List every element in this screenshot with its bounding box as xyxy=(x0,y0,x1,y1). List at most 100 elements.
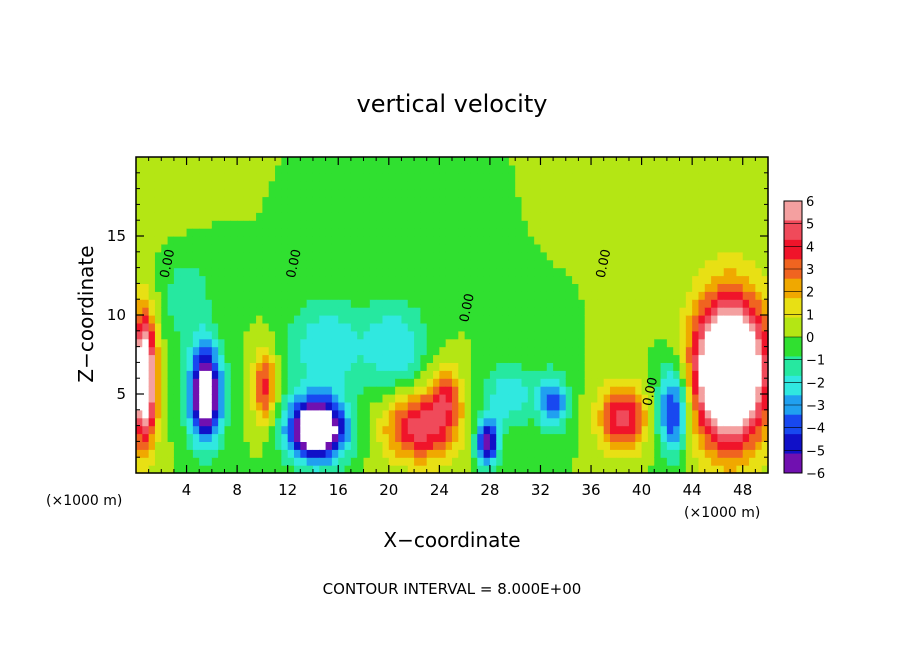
heatmap-cell xyxy=(654,409,662,419)
heatmap-cell xyxy=(192,212,200,221)
heatmap-cell xyxy=(262,283,270,292)
heatmap-cell xyxy=(338,338,346,348)
heatmap-cell xyxy=(654,267,662,277)
heatmap-cell xyxy=(180,425,188,435)
heatmap-cell xyxy=(635,275,643,284)
heatmap-cell xyxy=(673,236,681,245)
heatmap-cell xyxy=(369,401,377,411)
heatmap-cell xyxy=(294,322,301,332)
heatmap-cell xyxy=(230,433,238,442)
heatmap-cell xyxy=(489,330,497,340)
heatmap-cell xyxy=(742,346,750,356)
heatmap-cell xyxy=(761,441,769,450)
heatmap-cell xyxy=(559,465,567,474)
heatmap-cell xyxy=(660,386,668,395)
heatmap-cell xyxy=(704,251,712,261)
heatmap-cell xyxy=(578,465,586,474)
heatmap-cell xyxy=(452,267,459,277)
heatmap-cell xyxy=(534,457,542,466)
heatmap-cell xyxy=(199,378,207,387)
heatmap-cell xyxy=(180,283,188,292)
heatmap-cell xyxy=(344,291,352,300)
heatmap-cell xyxy=(546,283,554,292)
heatmap-cell xyxy=(578,433,586,442)
heatmap-cell xyxy=(148,164,156,174)
heatmap-cell xyxy=(654,441,662,450)
heatmap-cell xyxy=(186,449,194,458)
heatmap-cell xyxy=(300,243,308,253)
heatmap-cell xyxy=(730,157,737,166)
heatmap-cell xyxy=(635,330,643,340)
heatmap-cell xyxy=(395,338,403,348)
heatmap-cell xyxy=(515,394,523,403)
heatmap-cell xyxy=(660,172,668,182)
heatmap-cell xyxy=(666,417,674,427)
heatmap-cell xyxy=(597,267,605,277)
heatmap-cell xyxy=(388,417,396,427)
heatmap-cell xyxy=(654,307,662,316)
heatmap-cell xyxy=(489,401,497,411)
heatmap-cell xyxy=(148,228,156,237)
heatmap-cell xyxy=(470,417,478,427)
heatmap-cell xyxy=(508,394,516,403)
heatmap-cell xyxy=(180,275,188,284)
heatmap-cell xyxy=(445,236,453,245)
heatmap-cell xyxy=(192,362,200,371)
heatmap-cell xyxy=(230,417,238,427)
heatmap-cell xyxy=(736,315,744,324)
heatmap-cell xyxy=(673,441,681,450)
heatmap-cell xyxy=(483,394,491,403)
heatmap-cell xyxy=(249,378,257,387)
heatmap-cell xyxy=(363,330,371,340)
heatmap-cell xyxy=(382,425,390,435)
heatmap-cell xyxy=(154,338,162,348)
heatmap-cell xyxy=(218,275,226,284)
heatmap-cell xyxy=(268,164,276,174)
heatmap-cell xyxy=(281,338,289,348)
heatmap-cell xyxy=(211,228,219,237)
heatmap-cell xyxy=(306,259,314,269)
heatmap-cell xyxy=(338,401,346,411)
heatmap-cell xyxy=(395,386,403,395)
heatmap-cell xyxy=(483,204,491,213)
heatmap-cell xyxy=(357,370,365,379)
heatmap-cell xyxy=(205,283,213,292)
heatmap-cell xyxy=(338,346,346,356)
heatmap-cell xyxy=(300,196,308,205)
heatmap-cell xyxy=(211,386,219,395)
heatmap-cell xyxy=(237,267,245,277)
heatmap-cell xyxy=(679,236,687,245)
heatmap-cell xyxy=(603,322,611,332)
heatmap-cell xyxy=(230,220,238,229)
heatmap-cell xyxy=(685,362,693,371)
heatmap-cell xyxy=(584,196,592,205)
heatmap-cell xyxy=(350,275,358,284)
heatmap-cell xyxy=(344,362,352,371)
heatmap-cell xyxy=(369,180,377,190)
heatmap-cell xyxy=(698,188,706,198)
heatmap-cell xyxy=(660,330,668,340)
heatmap-cell xyxy=(173,315,181,324)
heatmap-cell xyxy=(464,196,472,205)
heatmap-cell xyxy=(597,236,605,245)
heatmap-cell xyxy=(433,370,440,379)
heatmap-cell xyxy=(287,346,295,356)
heatmap-cell xyxy=(742,196,750,205)
heatmap-cell xyxy=(445,251,453,261)
heatmap-cell xyxy=(426,315,434,324)
heatmap-cell xyxy=(673,370,681,379)
heatmap-cell xyxy=(275,220,282,229)
heatmap-cell xyxy=(711,386,719,395)
heatmap-cell xyxy=(344,188,352,198)
heatmap-cell xyxy=(610,228,617,237)
heatmap-cell xyxy=(142,283,150,292)
heatmap-cell xyxy=(268,212,276,221)
heatmap-cell xyxy=(369,409,377,419)
heatmap-cell xyxy=(717,338,725,348)
heatmap-cell xyxy=(407,457,415,466)
heatmap-cell xyxy=(312,291,320,300)
heatmap-cell xyxy=(761,267,769,277)
heatmap-cell xyxy=(312,236,320,245)
heatmap-cell xyxy=(401,362,409,371)
heatmap-cell xyxy=(553,307,561,316)
